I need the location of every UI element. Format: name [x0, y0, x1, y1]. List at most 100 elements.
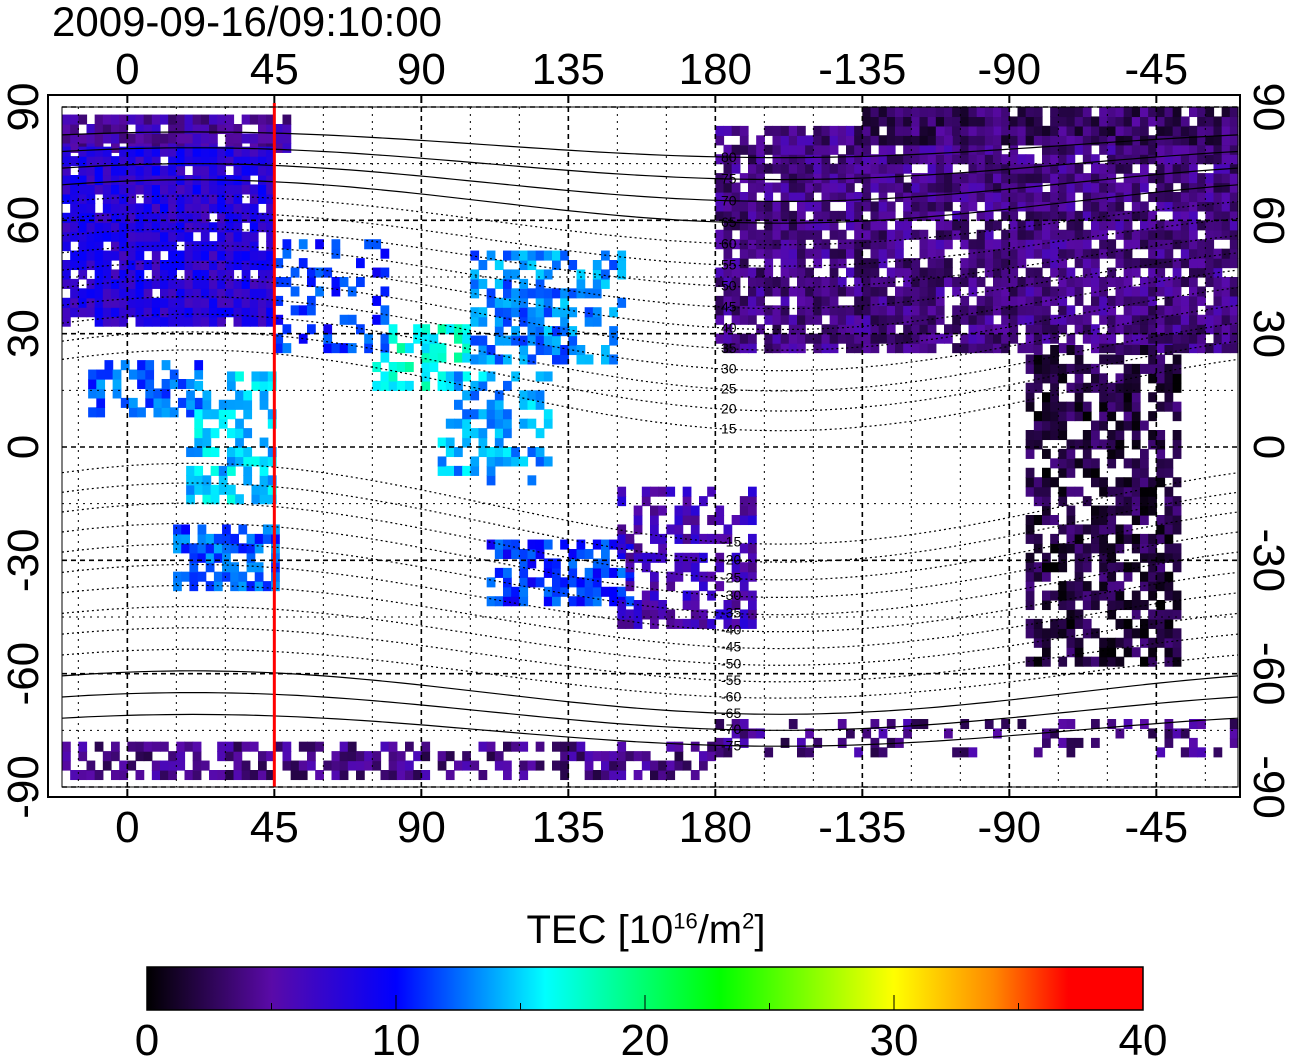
tec-cell	[960, 192, 970, 203]
tec-cell	[503, 278, 512, 289]
tec-cell	[225, 297, 235, 308]
tec-cell	[176, 316, 186, 327]
tec-cell	[1197, 343, 1206, 354]
tec-cell	[617, 760, 627, 771]
tec-cell	[854, 144, 863, 155]
tec-cell	[1213, 248, 1223, 259]
tec-cell	[1082, 229, 1092, 240]
tec-cell	[1001, 314, 1010, 325]
tec-cell	[927, 305, 937, 316]
tec-cell	[952, 135, 961, 146]
tec-cell	[886, 182, 896, 193]
tec-cell	[935, 258, 945, 269]
tec-cell	[478, 371, 488, 382]
tec-cell	[756, 305, 765, 316]
tec-cell	[984, 267, 994, 278]
tec-cell	[111, 212, 120, 223]
tec-cell	[70, 114, 79, 125]
tec-cell	[1148, 618, 1157, 629]
tec-cell	[1221, 116, 1231, 127]
tec-cell	[1164, 628, 1174, 639]
tec-cell	[478, 335, 488, 346]
tec-cell	[903, 210, 912, 221]
tec-cell	[94, 175, 104, 186]
tec-cell	[862, 295, 872, 306]
tec-cell	[1156, 747, 1166, 758]
tec-cell	[674, 505, 684, 516]
tec-cell	[715, 609, 725, 620]
tec-cell	[976, 154, 986, 165]
tec-cell	[1172, 210, 1182, 221]
tec-cell	[878, 277, 888, 288]
tec-cell	[104, 360, 114, 371]
tec-cell	[1197, 192, 1206, 203]
tec-cell	[111, 297, 120, 308]
tec-cell	[266, 156, 275, 167]
tec-cell	[119, 222, 128, 233]
contour-line	[61, 462, 1239, 545]
tec-cell	[723, 737, 733, 748]
tec-cell	[1066, 125, 1076, 136]
tec-cell	[527, 307, 537, 318]
tec-cell	[601, 586, 610, 597]
tec-cell	[837, 182, 847, 193]
tec-cell	[1229, 220, 1239, 231]
tec-cell	[886, 107, 896, 118]
tec-cell	[1074, 345, 1084, 356]
tec-cell	[935, 295, 945, 306]
tec-cell	[1009, 314, 1019, 325]
tec-cell	[1172, 543, 1182, 554]
tec-cell	[821, 220, 831, 231]
tec-cell	[1017, 239, 1027, 250]
tec-cell	[560, 539, 569, 550]
tec-cell	[944, 220, 953, 231]
tec-cell	[184, 316, 194, 327]
tec-cell	[911, 210, 921, 221]
tec-cell	[1164, 505, 1174, 516]
tec-cell	[1140, 324, 1149, 335]
tec-cell	[1074, 107, 1084, 118]
tec-cell	[837, 286, 847, 297]
tec-cell	[837, 737, 847, 748]
tec-cell	[731, 515, 741, 526]
tec-cell	[976, 107, 986, 118]
tec-cell	[821, 248, 831, 259]
tec-cell	[944, 116, 953, 127]
tec-cell	[952, 314, 961, 325]
tec-cell	[764, 286, 774, 297]
tec-cell	[886, 277, 896, 288]
tec-cell	[258, 156, 267, 167]
tec-cell	[1148, 116, 1157, 127]
tec-cell	[1172, 637, 1182, 648]
tec-cell	[682, 515, 692, 526]
tec-cell	[780, 277, 790, 288]
tec-cell	[1042, 373, 1051, 384]
tec-cell	[1082, 618, 1092, 629]
tec-cell	[1066, 581, 1076, 592]
tec-cell	[225, 124, 235, 135]
tec-cell	[878, 116, 888, 127]
tec-cell	[251, 380, 261, 391]
tec-cell	[254, 533, 264, 544]
tec-cell	[821, 182, 831, 193]
tec-cell	[1164, 277, 1174, 288]
tec-cell	[192, 193, 202, 204]
tec-cell	[266, 288, 275, 299]
tec-cell	[1140, 458, 1149, 469]
tec-cell	[1107, 210, 1117, 221]
tec-cell	[258, 175, 267, 186]
tec-cell	[609, 539, 618, 550]
tec-cell	[1107, 562, 1117, 573]
tec-cell	[462, 760, 471, 771]
tec-cell	[1221, 107, 1231, 118]
tec-cell	[241, 133, 251, 144]
contour-label: 60	[721, 235, 737, 251]
tec-cell	[1164, 239, 1174, 250]
tec-cell	[748, 314, 757, 325]
tec-cell	[143, 184, 153, 195]
tec-cell	[1066, 116, 1076, 127]
tec-cell	[1001, 239, 1010, 250]
tec-cell	[1180, 154, 1190, 165]
tec-cell	[1131, 345, 1141, 356]
tec-cell	[927, 295, 937, 306]
